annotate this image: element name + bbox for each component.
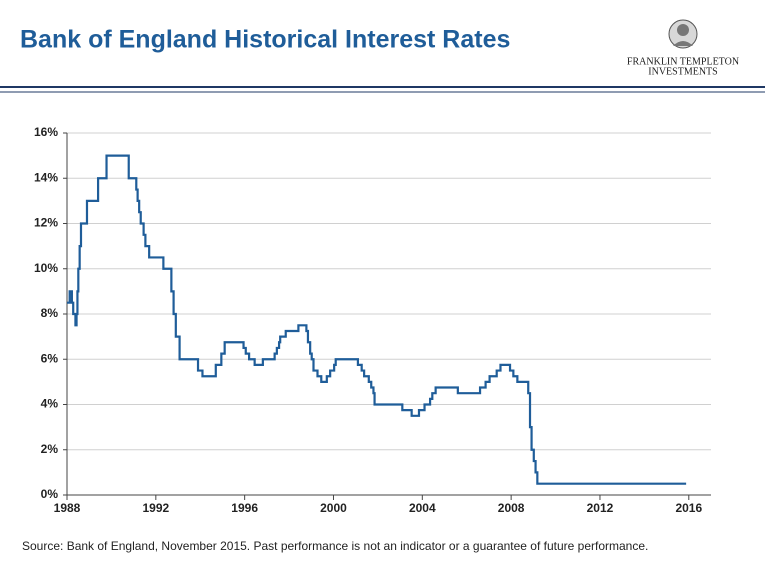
y-tick-label: 8%: [41, 306, 59, 320]
x-tick-label: 1992: [142, 501, 169, 515]
source-note: Source: Bank of England, November 2015. …: [22, 539, 648, 553]
y-tick-label: 2%: [41, 442, 59, 456]
y-tick-label: 10%: [34, 261, 58, 275]
plot: 0% 2% 4% 6% 8% 10% 12% 14% 16% 1988 1992 1996 2000 20…: [34, 125, 711, 515]
x-tick-label: 1996: [231, 501, 258, 515]
y-tick-label: 12%: [34, 216, 58, 230]
rate-line: [67, 154, 687, 485]
x-tick-label: 2000: [320, 501, 347, 515]
y-tick-label: 6%: [41, 351, 59, 365]
y-tick-label: 4%: [41, 397, 59, 411]
chart-title: Bank of England Historical Interest Rate…: [20, 26, 510, 54]
y-tick-label: 14%: [34, 170, 58, 184]
logo-text: FRANKLIN TEMPLETON: [627, 56, 739, 67]
y-tick-label: 16%: [34, 125, 58, 139]
x-tick-label: 2016: [675, 501, 702, 515]
x-tick-label: 1988: [54, 501, 81, 515]
y-tick-label: 0%: [41, 487, 59, 501]
x-tick-label: 2004: [409, 501, 436, 515]
logo: FRANKLIN TEMPLETON INVESTMENTS: [627, 19, 739, 77]
logo-text: INVESTMENTS: [648, 66, 717, 77]
logo-body: [673, 41, 693, 46]
x-tick-label: 2008: [498, 501, 525, 515]
x-tick-label: 2012: [587, 501, 614, 515]
logo-head: [677, 24, 689, 36]
